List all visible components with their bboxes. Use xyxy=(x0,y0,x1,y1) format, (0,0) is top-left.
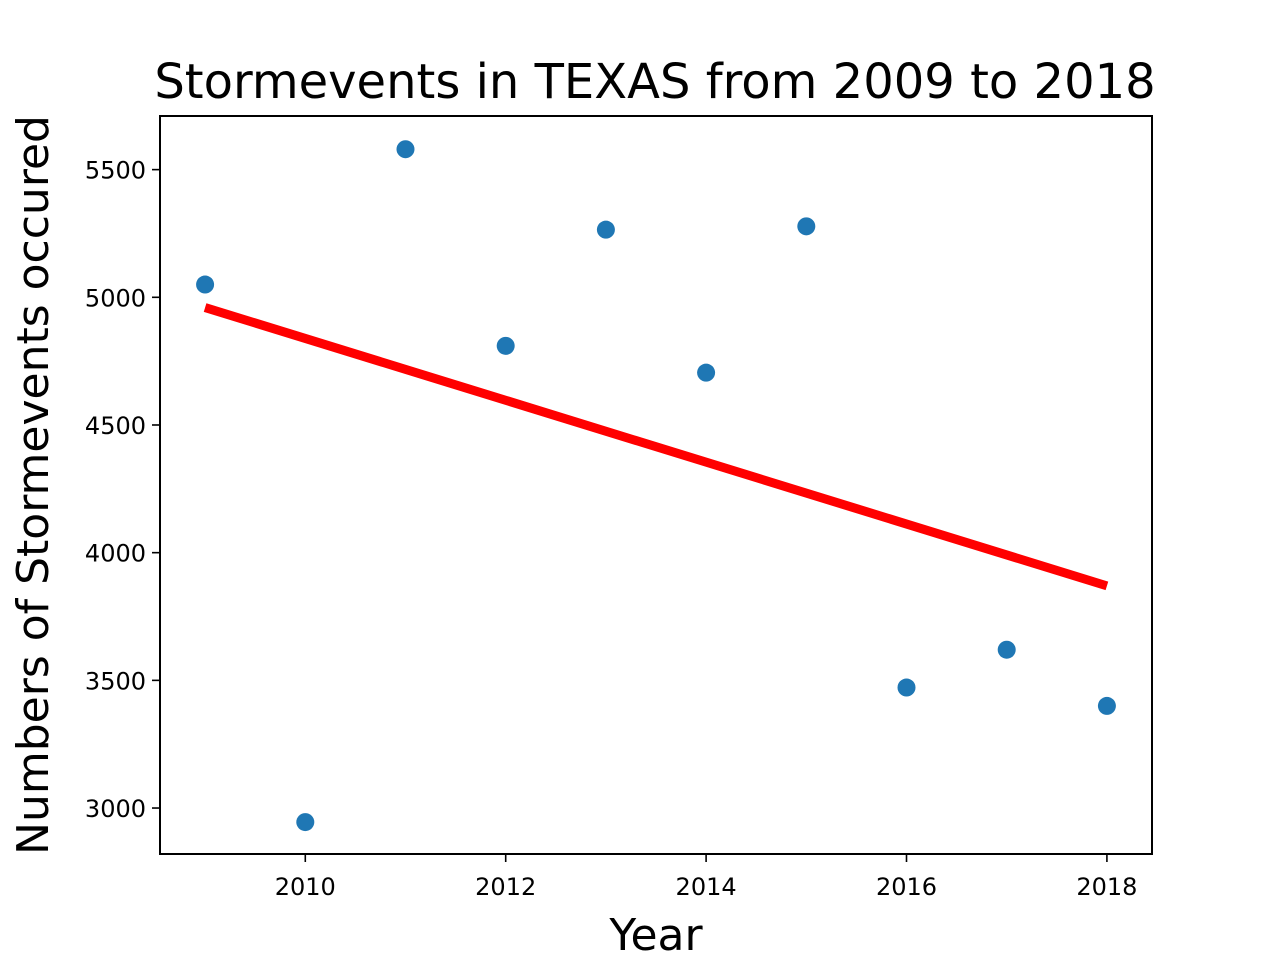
y-axis-label: Numbers of Stormevents occured xyxy=(8,115,59,855)
data-point xyxy=(296,813,315,832)
y-tick-label: 3500 xyxy=(85,667,146,695)
x-tick-label: 2018 xyxy=(1076,873,1137,901)
data-point xyxy=(196,275,215,294)
data-point xyxy=(396,140,415,159)
y-tick-label: 4000 xyxy=(85,540,146,568)
data-point xyxy=(697,363,716,382)
x-tick-label: 2014 xyxy=(676,873,737,901)
y-tick-label: 3000 xyxy=(85,795,146,823)
data-point xyxy=(596,220,615,239)
plot-area xyxy=(196,140,1116,832)
data-point xyxy=(1097,696,1116,715)
plot-frame xyxy=(159,115,1153,855)
y-tick-label: 5000 xyxy=(85,284,146,312)
x-tick-label: 2016 xyxy=(876,873,937,901)
x-tick-label: 2010 xyxy=(275,873,336,901)
x-axis-label: Year xyxy=(608,910,703,960)
data-point xyxy=(496,336,515,355)
y-tick-label: 4500 xyxy=(85,412,146,440)
y-axis: 3000 3500 4000 4500 5000 5500 xyxy=(85,157,160,823)
trend-line xyxy=(203,303,1109,591)
y-tick-label: 5500 xyxy=(85,157,146,185)
x-axis: 2010 2012 2014 2016 2018 xyxy=(275,854,1137,901)
x-tick-label: 2012 xyxy=(475,873,536,901)
data-point xyxy=(997,640,1016,659)
data-point xyxy=(797,217,816,236)
data-point xyxy=(897,678,916,697)
chart-title: Stormevents in TEXAS from 2009 to 2018 xyxy=(154,54,1155,110)
